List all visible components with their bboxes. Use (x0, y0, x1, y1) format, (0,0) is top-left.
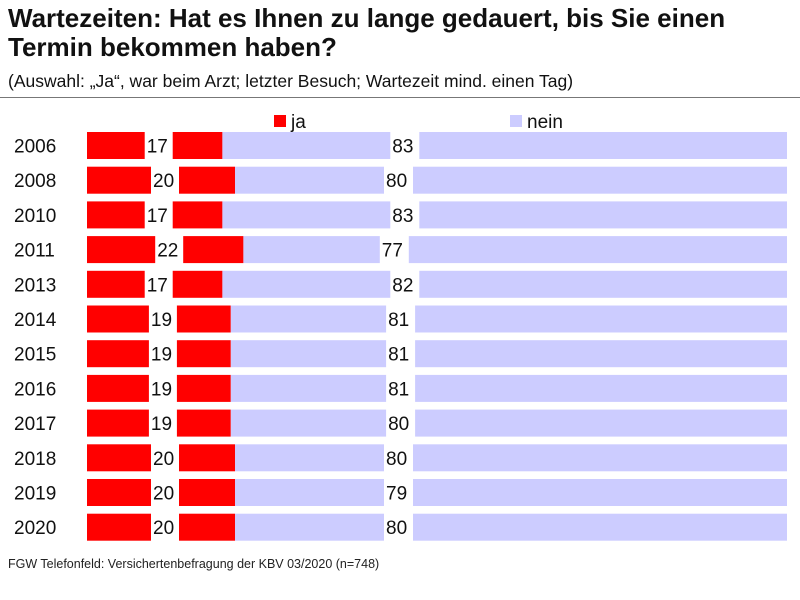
category-label: 2017 (14, 414, 56, 435)
bar-ja-left (87, 513, 151, 541)
bar-nein-left (230, 409, 387, 437)
bar-nein-right (419, 201, 787, 229)
chart-subtitle: (Auswahl: „Ja“, war beim Arzt; letzter B… (8, 71, 574, 91)
data-label-ja: 19 (151, 310, 172, 331)
bar-nein-right (408, 236, 787, 264)
bar-ja-left (87, 201, 145, 229)
bar-nein-right (415, 374, 787, 402)
category-label: 2011 (14, 241, 55, 262)
bar-ja-left (87, 444, 151, 472)
bar-ja-right (179, 166, 235, 194)
bar-nein-left (230, 374, 387, 402)
bar-nein-left (222, 201, 391, 229)
data-label-ja: 20 (153, 449, 174, 470)
data-label-nein: 79 (386, 484, 407, 505)
legend-swatch-ja (274, 115, 286, 127)
data-label-nein: 81 (388, 345, 409, 366)
category-label: 2008 (14, 171, 56, 192)
category-label: 2016 (14, 379, 56, 400)
bar-nein-right (415, 409, 787, 437)
header-divider (0, 97, 800, 98)
source-note: FGW Telefonfeld: Versichertenbefragung d… (8, 557, 380, 571)
data-label-ja: 20 (153, 484, 174, 505)
data-label-nein: 80 (388, 414, 409, 435)
bar-ja-right (183, 236, 244, 264)
data-label-ja: 22 (157, 241, 178, 262)
bar-nein-right (413, 444, 787, 472)
bar-nein-left (235, 444, 384, 472)
bar-nein-left (230, 340, 387, 368)
data-label-ja: 17 (147, 137, 168, 158)
data-label-ja: 19 (151, 414, 172, 435)
category-label: 2015 (14, 345, 56, 366)
data-label-nein: 83 (392, 206, 413, 227)
data-label-nein: 81 (388, 310, 409, 331)
category-label: 2013 (14, 275, 56, 296)
legend-label-nein: nein (527, 112, 563, 133)
category-label: 2020 (14, 518, 56, 539)
data-label-ja: 20 (153, 171, 174, 192)
bar-nein-left (243, 236, 380, 264)
data-label-nein: 80 (386, 171, 407, 192)
bar-ja-right (176, 409, 231, 437)
bar-nein-left (235, 479, 384, 506)
legend-label-ja: ja (290, 112, 306, 133)
bar-nein-right (415, 340, 787, 368)
data-label-ja: 19 (151, 345, 172, 366)
data-label-nein: 77 (382, 241, 403, 262)
bar-ja-left (87, 374, 149, 402)
bar-nein-left (222, 132, 391, 159)
data-label-nein: 81 (388, 379, 409, 400)
data-label-ja: 19 (151, 379, 172, 400)
bar-nein-left (235, 166, 384, 194)
bar-nein-right (413, 166, 787, 194)
bar-ja-right (172, 132, 223, 159)
data-label-ja: 20 (153, 518, 174, 539)
bar-ja-left (87, 479, 151, 506)
bar-ja-right (179, 513, 235, 541)
data-label-ja: 17 (147, 275, 168, 296)
bar-nein-right (419, 132, 787, 159)
bar-nein-left (235, 513, 384, 541)
bar-ja-left (87, 270, 145, 298)
bar-ja-right (179, 479, 235, 506)
data-label-nein: 82 (392, 275, 413, 296)
bar-ja-left (87, 132, 145, 159)
bar-nein-left (222, 270, 391, 298)
bar-ja-right (172, 270, 223, 298)
bar-nein-left (230, 305, 387, 333)
bar-ja-left (87, 409, 149, 437)
category-label: 2018 (14, 449, 56, 470)
bar-ja-right (172, 201, 223, 229)
data-label-nein: 80 (386, 449, 407, 470)
bar-ja-right (176, 305, 231, 333)
bar-ja-right (176, 340, 231, 368)
data-label-nein: 83 (392, 137, 413, 158)
category-label: 2014 (14, 310, 57, 331)
bar-ja-right (179, 444, 235, 472)
bar-ja-right (176, 374, 231, 402)
bar-ja-left (87, 305, 149, 333)
bar-nein-right (413, 513, 787, 541)
bar-ja-left (87, 166, 151, 194)
category-label: 2019 (14, 484, 56, 505)
bar-ja-left (87, 340, 149, 368)
data-label-nein: 80 (386, 518, 407, 539)
bar-nein-right (419, 270, 787, 298)
bar-nein-right (413, 479, 787, 506)
bar-ja-left (87, 236, 156, 264)
legend-swatch-nein (510, 115, 522, 127)
bar-nein-right (415, 305, 787, 333)
chart-title: Wartezeiten: Hat es Ihnen zu lange gedau… (8, 3, 726, 62)
category-label: 2010 (14, 206, 56, 227)
category-label: 2006 (14, 137, 56, 158)
data-label-ja: 17 (147, 206, 168, 227)
